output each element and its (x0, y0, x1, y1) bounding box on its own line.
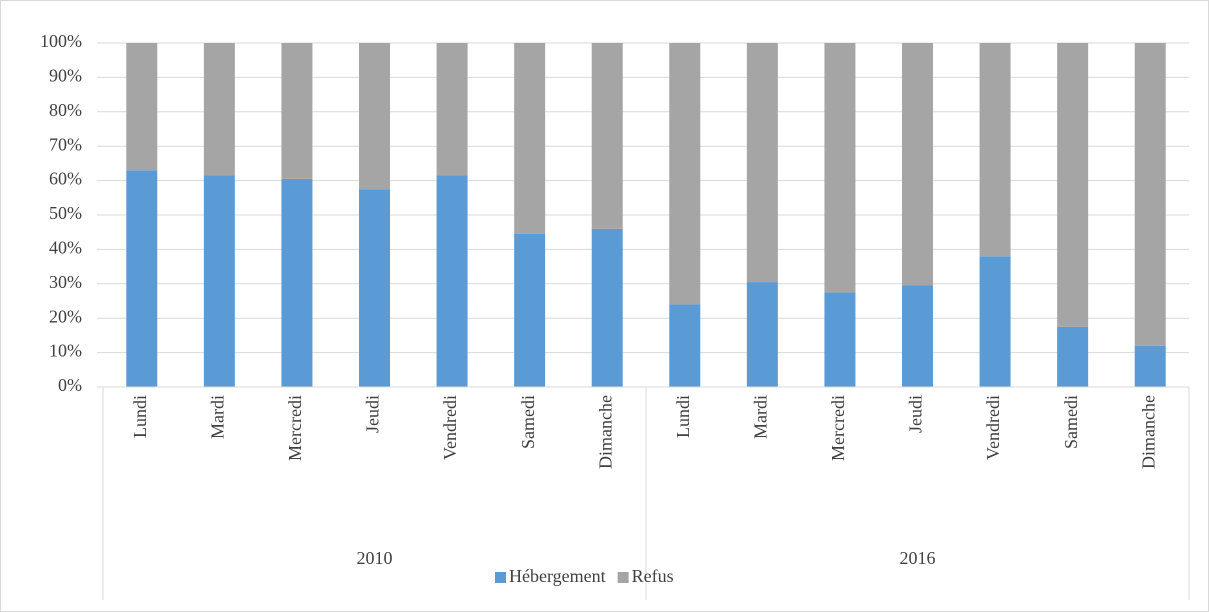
bar-segment (746, 282, 778, 387)
x-tick-label: Samedi (518, 395, 538, 449)
bar-segment (746, 43, 778, 283)
y-tick-label: 50% (49, 203, 82, 223)
bar-segment (436, 175, 468, 387)
legend-label: Hébergement (509, 566, 606, 586)
legend-swatch (617, 572, 629, 583)
x-tick-label: Jeudi (906, 395, 926, 433)
bar-segment (126, 170, 158, 387)
x-tick-label: Mercredi (828, 395, 848, 461)
x-tick-label: Vendredi (440, 395, 460, 460)
bar-segment (1057, 43, 1089, 327)
group-label: 2010 (357, 548, 393, 568)
bar-segment (514, 43, 546, 234)
y-tick-label: 10% (49, 341, 82, 361)
x-tick-label: Vendredi (983, 395, 1003, 460)
bar-segment (824, 292, 856, 387)
bar-segment (669, 304, 701, 387)
y-tick-label: 80% (49, 100, 82, 120)
bar-segment (203, 43, 235, 176)
x-tick-label: Dimanche (1138, 395, 1158, 469)
bar-segment (126, 43, 158, 171)
legend-swatch (495, 572, 506, 583)
bar-segment (902, 43, 933, 286)
bar-segment (591, 228, 623, 387)
bar-segment (1057, 326, 1089, 387)
y-tick-label: 20% (49, 306, 82, 326)
x-tick-label: Mardi (750, 395, 770, 439)
bar-segment (669, 43, 701, 305)
x-tick-label: Lundi (130, 395, 150, 438)
x-tick-label: Samedi (1061, 395, 1081, 449)
x-tick-label: Mardi (207, 395, 227, 439)
group-label: 2016 (900, 548, 936, 568)
y-tick-label: 30% (49, 272, 82, 292)
bar-segment (591, 43, 623, 229)
bar-segment (1134, 345, 1166, 387)
bar-segment (902, 285, 933, 387)
bar-segment (203, 175, 235, 387)
legend: Hébergement Refus (495, 566, 674, 586)
y-tick-label: 60% (49, 169, 82, 189)
legend-label: Refus (632, 566, 674, 586)
x-tick-label: Dimanche (595, 395, 615, 469)
y-tick-label: 70% (49, 134, 82, 154)
bar-segment (979, 43, 1011, 257)
bar-segment (514, 233, 546, 387)
y-tick-label: 0% (58, 375, 82, 395)
bar-segment (1134, 43, 1166, 346)
bar-segment (281, 43, 313, 179)
x-tick-label: Jeudi (363, 395, 383, 433)
x-tick-label: Mercredi (285, 395, 305, 461)
y-tick-label: 90% (49, 66, 82, 86)
y-tick-label: 100% (40, 31, 82, 51)
bar-segment (281, 178, 313, 387)
bar-segment (359, 189, 390, 387)
y-tick-label: 40% (49, 238, 82, 258)
bar-segment (359, 43, 390, 190)
bar-segment (436, 43, 468, 176)
bar-segment (824, 43, 856, 293)
bar-segment (979, 256, 1011, 387)
x-tick-label: Lundi (673, 395, 693, 438)
